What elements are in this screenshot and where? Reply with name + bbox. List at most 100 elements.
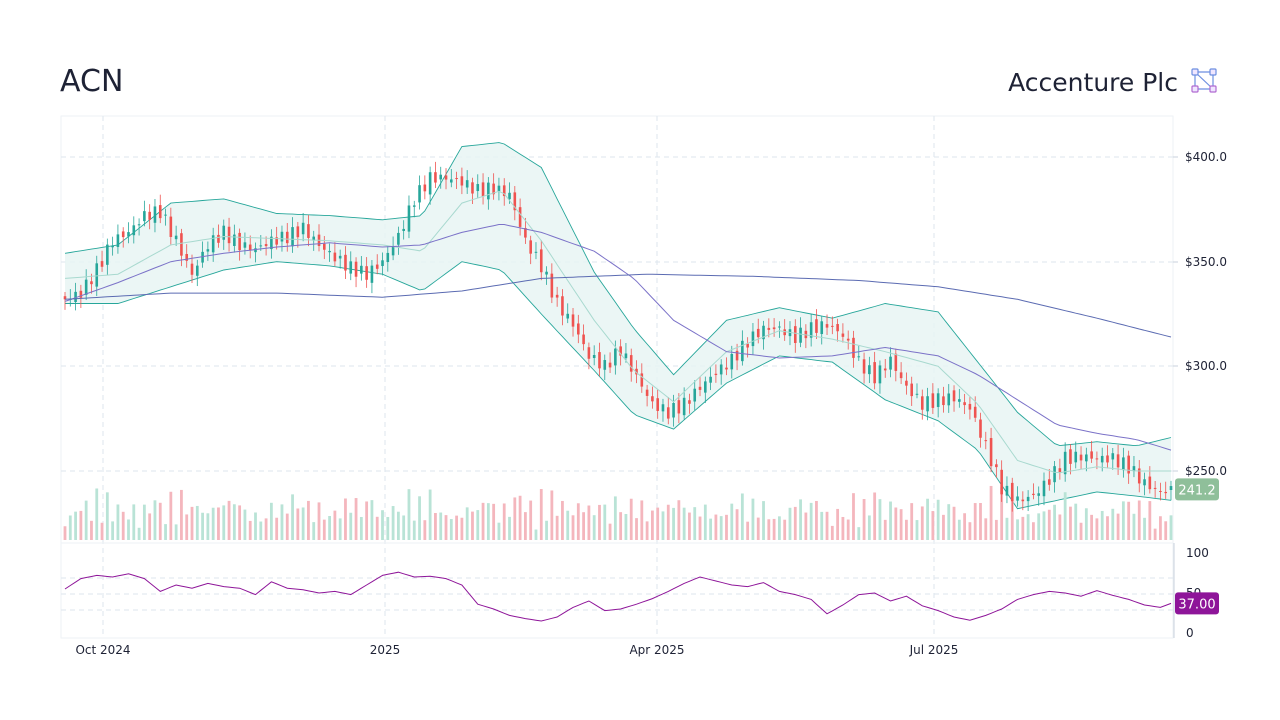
- candle-body: [719, 364, 723, 375]
- candle-body: [333, 252, 337, 262]
- volume-bar: [338, 518, 342, 540]
- volume-bar: [349, 512, 353, 540]
- volume-bar: [942, 514, 945, 540]
- candle-body: [481, 182, 485, 197]
- volume-bar: [545, 520, 548, 540]
- candle-body: [677, 400, 681, 414]
- candle-body: [947, 393, 951, 406]
- candle-body: [624, 353, 628, 359]
- volume-bar: [846, 519, 850, 540]
- volume-bar: [465, 507, 469, 540]
- volume-bar: [963, 513, 967, 540]
- volume-bar: [1116, 513, 1120, 540]
- volume-bar: [968, 522, 972, 540]
- candle-body: [497, 185, 501, 192]
- volume-bar: [259, 521, 263, 540]
- volume-bar: [121, 511, 125, 540]
- last-price-label: 241.2: [1178, 483, 1215, 498]
- volume-bar: [105, 492, 109, 540]
- volume-bar: [1137, 500, 1141, 540]
- volume-bar: [523, 512, 527, 540]
- candle-body: [709, 376, 712, 383]
- volume-bar: [1164, 521, 1168, 540]
- candle-body: [545, 271, 548, 275]
- volume-bar: [709, 518, 713, 540]
- volume-bar: [264, 518, 268, 540]
- volume-bar: [719, 516, 723, 540]
- candle-body: [402, 228, 405, 231]
- candle-body: [1016, 496, 1019, 501]
- volume-bar: [1148, 501, 1152, 540]
- candle-body: [1010, 482, 1014, 502]
- time-tick-label: Jul 2025: [909, 643, 959, 657]
- price-tick-label: $350.0: [1185, 255, 1227, 269]
- candle-body: [132, 225, 136, 236]
- volume-bar: [952, 506, 956, 540]
- candle-body: [439, 174, 443, 180]
- candle-body: [905, 380, 908, 386]
- candle-body: [137, 224, 141, 226]
- volume-bar: [746, 521, 750, 540]
- rsi-panel: [61, 542, 1173, 622]
- candle-body: [688, 400, 691, 404]
- candle-body: [312, 236, 316, 241]
- candle-body: [465, 180, 469, 188]
- candle-body: [1074, 451, 1078, 463]
- candle-body: [1021, 499, 1025, 502]
- candle-body: [852, 337, 855, 358]
- candle-body: [704, 381, 707, 393]
- candle-body: [566, 313, 570, 319]
- volume-bar: [455, 515, 458, 540]
- candle-body: [100, 261, 104, 267]
- volume-bar: [1100, 510, 1104, 540]
- candle-body: [127, 232, 130, 237]
- volume-bar: [174, 524, 178, 540]
- candle-body: [571, 314, 575, 327]
- volume-bar: [449, 519, 453, 540]
- last-rsi-badge: [1175, 592, 1219, 615]
- volume-bar: [957, 519, 961, 540]
- candle-body: [375, 264, 379, 269]
- volume-bar: [989, 485, 993, 540]
- volume-bar: [688, 512, 691, 540]
- candle-body: [873, 362, 876, 384]
- volume-bar: [518, 495, 522, 540]
- volume-bar: [396, 511, 400, 540]
- candle-body: [1122, 457, 1125, 471]
- candle-body: [407, 205, 411, 232]
- candle-body: [756, 328, 760, 338]
- volume-bar: [994, 519, 998, 540]
- volume-bar: [402, 515, 406, 540]
- volume-bar: [185, 514, 189, 540]
- volume-bar: [820, 511, 824, 540]
- volume-bar: [894, 507, 898, 540]
- volume-bar: [269, 502, 273, 540]
- candle-body: [952, 390, 956, 402]
- candle-body: [1159, 490, 1162, 492]
- volume-bar: [1063, 492, 1067, 540]
- candle-body: [1127, 455, 1130, 474]
- volume-bar: [852, 493, 855, 540]
- volume-bar: [381, 510, 384, 540]
- candle-body: [275, 237, 278, 245]
- volume-bar: [90, 520, 93, 540]
- volume-bar: [772, 518, 776, 540]
- candle-body: [587, 347, 591, 359]
- candle-body: [1169, 486, 1173, 490]
- volume-bar: [1058, 514, 1062, 540]
- volume-bar: [613, 496, 617, 540]
- candle-body: [338, 255, 342, 259]
- volume-bar: [645, 521, 649, 540]
- volume-bar: [1106, 516, 1109, 540]
- candle-body: [518, 207, 522, 227]
- candle-body: [968, 403, 972, 410]
- candle-body: [397, 232, 400, 245]
- volume-bar: [947, 504, 951, 540]
- candle-body: [582, 334, 585, 345]
- candle-body: [534, 251, 538, 253]
- volume-bar: [423, 520, 427, 540]
- volume-bar: [1169, 515, 1173, 540]
- candle-body: [158, 205, 162, 219]
- volume-bar: [915, 520, 919, 540]
- volume-bar: [1037, 513, 1041, 540]
